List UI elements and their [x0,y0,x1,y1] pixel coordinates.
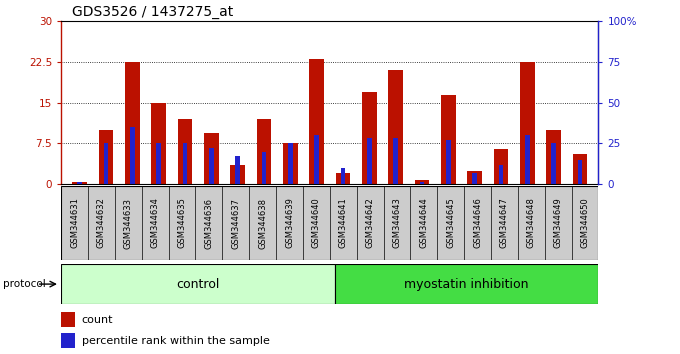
Bar [415,180,429,184]
Bar [177,119,192,184]
Bar [393,138,398,184]
Bar [520,62,534,184]
Bar [156,143,161,184]
Bar [103,143,108,184]
Bar [257,119,271,184]
Bar [525,135,530,184]
Text: GSM344633: GSM344633 [124,198,133,249]
Bar [288,143,292,184]
Text: GSM344641: GSM344641 [339,198,347,249]
Bar [341,168,345,184]
Bar [441,95,456,184]
Text: GSM344636: GSM344636 [205,198,214,249]
Bar [61,264,335,304]
Bar [61,312,75,327]
Bar [388,70,403,184]
Bar [547,130,561,184]
Text: GSM344650: GSM344650 [581,198,590,249]
Bar [99,130,113,184]
Text: protocol: protocol [3,279,46,289]
Bar [183,143,187,184]
Bar [78,182,82,184]
Bar [283,143,298,184]
Bar [498,165,503,184]
Text: GSM344640: GSM344640 [312,198,321,249]
Text: GSM344646: GSM344646 [473,198,482,249]
Bar [309,59,324,184]
Bar [446,140,451,184]
Text: GSM344638: GSM344638 [258,198,267,249]
Text: GSM344643: GSM344643 [392,198,401,249]
Bar [235,156,240,184]
Text: GSM344648: GSM344648 [527,198,536,249]
Text: GSM344632: GSM344632 [97,198,106,249]
Text: GSM344631: GSM344631 [70,198,79,249]
Text: GSM344639: GSM344639 [285,198,294,249]
Bar [335,264,598,304]
Text: GSM344644: GSM344644 [420,198,428,249]
Text: myostatin inhibition: myostatin inhibition [405,278,529,291]
Bar [362,92,377,184]
Text: GSM344642: GSM344642 [366,198,375,249]
Bar [420,182,424,184]
Bar [551,143,556,184]
Text: percentile rank within the sample: percentile rank within the sample [82,336,269,346]
Bar [467,171,482,184]
Bar [231,165,245,184]
Bar [314,135,319,184]
Text: GSM344634: GSM344634 [151,198,160,249]
Bar [61,333,75,348]
Text: GSM344649: GSM344649 [554,198,562,249]
Bar [577,160,582,184]
Bar [130,127,135,184]
Bar [209,148,214,184]
Bar [204,132,218,184]
Bar [473,173,477,184]
Bar [152,103,166,184]
Bar [336,173,350,184]
Text: count: count [82,315,113,325]
Bar [573,154,588,184]
Bar [262,152,267,184]
Bar [494,149,508,184]
Text: GSM344645: GSM344645 [446,198,455,249]
Bar [125,62,139,184]
Bar [72,182,87,184]
Text: GSM344637: GSM344637 [231,198,240,249]
Text: GSM344647: GSM344647 [500,198,509,249]
Text: GSM344635: GSM344635 [177,198,186,249]
Bar [367,138,372,184]
Text: control: control [176,278,220,291]
Text: GDS3526 / 1437275_at: GDS3526 / 1437275_at [72,5,233,19]
